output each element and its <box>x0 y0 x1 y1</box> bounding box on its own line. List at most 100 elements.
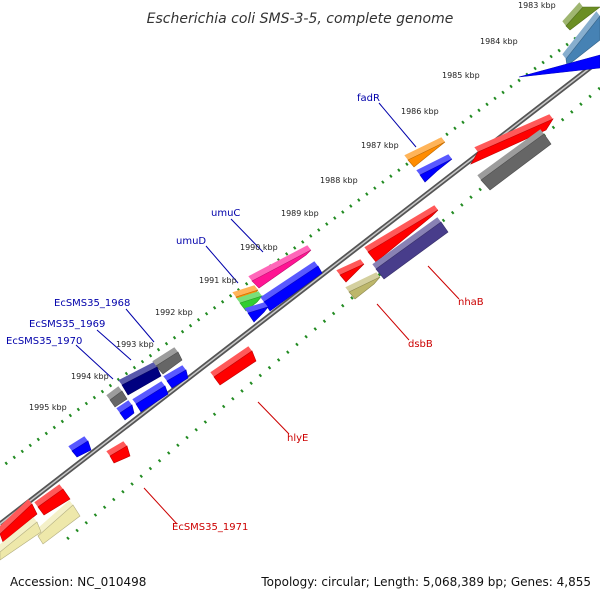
gene-feature-body <box>213 350 257 386</box>
gene-feature-top <box>34 500 73 536</box>
tick-labels: 1983 kbp 1984 kbp 1985 kbp 1986 kbp 1987 kbp… <box>29 1 556 412</box>
tick-label: 1991 kbp <box>199 276 237 285</box>
gene-feature-top <box>260 261 318 302</box>
gene-feature <box>470 114 554 165</box>
gene-feature-top <box>106 386 122 400</box>
gene-feature-body <box>37 504 81 545</box>
gene-feature-top <box>0 517 37 552</box>
gene-feature-body <box>119 404 135 421</box>
gene-feature-top <box>364 205 438 252</box>
tick-label: 1993 kbp <box>116 340 154 349</box>
gene-feature-body <box>37 488 71 516</box>
gene-feature <box>106 386 128 408</box>
gene-feature-body <box>419 158 453 183</box>
gene-feature-top <box>345 272 380 292</box>
gene-feature <box>372 217 449 280</box>
gene-feature-body <box>109 445 131 464</box>
gene-feature <box>518 50 600 78</box>
gene-feature-top <box>562 2 583 27</box>
gene-feature-body <box>247 306 269 323</box>
gene-feature <box>116 400 135 421</box>
gene-feature-body <box>239 295 263 312</box>
gene-feature-top <box>34 484 63 507</box>
gene-feature-top <box>116 400 132 413</box>
gene-label: EcSMS35_1969 <box>29 319 105 330</box>
gene-label: EcSMS35_1970 <box>6 336 82 347</box>
gene-feature-top <box>118 362 157 385</box>
gene-feature-body <box>339 263 365 283</box>
gene-feature-top <box>596 50 600 55</box>
gene-feature-top <box>336 259 364 275</box>
tick-label: 1989 kbp <box>281 209 319 218</box>
gene-feature-top <box>477 129 544 180</box>
gene-label: nhaB <box>458 297 484 308</box>
label-leader-line <box>230 218 264 253</box>
genome-backbone-highlight <box>0 59 600 525</box>
gene-feature <box>210 346 257 386</box>
outer-tick-track <box>0 18 600 470</box>
gene-feature-top <box>562 11 600 59</box>
gene-label: umuC <box>211 208 240 219</box>
tick-label: 1995 kbp <box>29 403 67 412</box>
label-leader-line <box>205 245 239 284</box>
gene-feature-top <box>372 217 441 269</box>
gene-feature-body <box>470 118 554 165</box>
gene-feature-top <box>68 436 88 451</box>
tick-label: 1985 kbp <box>442 71 480 80</box>
gene-feature-body <box>109 390 128 408</box>
label-leader-line <box>143 487 178 525</box>
label-leader-line <box>427 265 460 300</box>
tick-label: 1987 kbp <box>361 141 399 150</box>
gene-feature <box>404 137 446 168</box>
label-leader-line <box>96 329 132 361</box>
gene-feature <box>477 129 552 191</box>
label-leader-lines <box>75 102 460 525</box>
gene-feature <box>248 245 312 289</box>
gene-feature-body <box>0 521 42 561</box>
gene-feature-body <box>71 440 92 458</box>
gene-label: fadR <box>357 93 380 104</box>
gene-feature-body <box>518 54 600 78</box>
gene-feature <box>416 154 453 183</box>
genome-summary-text: Topology: circular; Length: 5,068,389 bp… <box>260 575 591 589</box>
tick-label: 1988 kbp <box>320 176 358 185</box>
gene-feature-body <box>155 351 183 375</box>
gene-feature-body <box>348 276 381 300</box>
gene-feature <box>68 436 92 458</box>
tick-label: 1994 kbp <box>71 372 109 381</box>
gene-feature-body <box>166 369 189 389</box>
gene-label: EcSMS35_1968 <box>54 298 130 309</box>
gene-labels: fadR umuC umuD EcSMS35_1968 EcSMS35_1969 EcSM… <box>6 93 484 533</box>
gene-feature <box>163 365 189 389</box>
feature-track <box>0 2 600 561</box>
gene-feature-body <box>135 385 169 413</box>
gene-label: umuD <box>176 236 206 247</box>
tick-label: 1990 kbp <box>240 243 278 252</box>
gene-feature <box>345 272 381 300</box>
accession-text: Accession: NC_010498 <box>10 575 146 589</box>
tick-label: 1983 kbp <box>518 1 556 10</box>
gene-feature-top <box>416 154 452 175</box>
gene-feature <box>106 441 131 464</box>
gene-feature <box>0 517 42 561</box>
gene-feature <box>336 259 365 283</box>
label-leader-line <box>257 401 290 435</box>
gene-feature-body <box>375 221 449 280</box>
gene-feature <box>260 261 323 312</box>
gene-feature <box>34 484 71 516</box>
gene-feature-body <box>121 366 162 396</box>
gene-feature-top <box>404 137 445 160</box>
gene-feature-body <box>480 133 552 191</box>
label-leader-line <box>376 303 410 341</box>
inner-tick-track <box>59 86 600 547</box>
label-leader-line <box>75 344 114 380</box>
tick-label: 1992 kbp <box>155 308 193 317</box>
gene-feature-top <box>0 499 32 534</box>
gene-label: EcSMS35_1971 <box>172 522 248 533</box>
gene-feature-top <box>152 347 178 366</box>
tick-label: 1984 kbp <box>480 37 518 46</box>
label-leader-line <box>125 308 155 343</box>
gene-feature-top <box>106 441 127 456</box>
gene-feature-top <box>236 291 262 303</box>
